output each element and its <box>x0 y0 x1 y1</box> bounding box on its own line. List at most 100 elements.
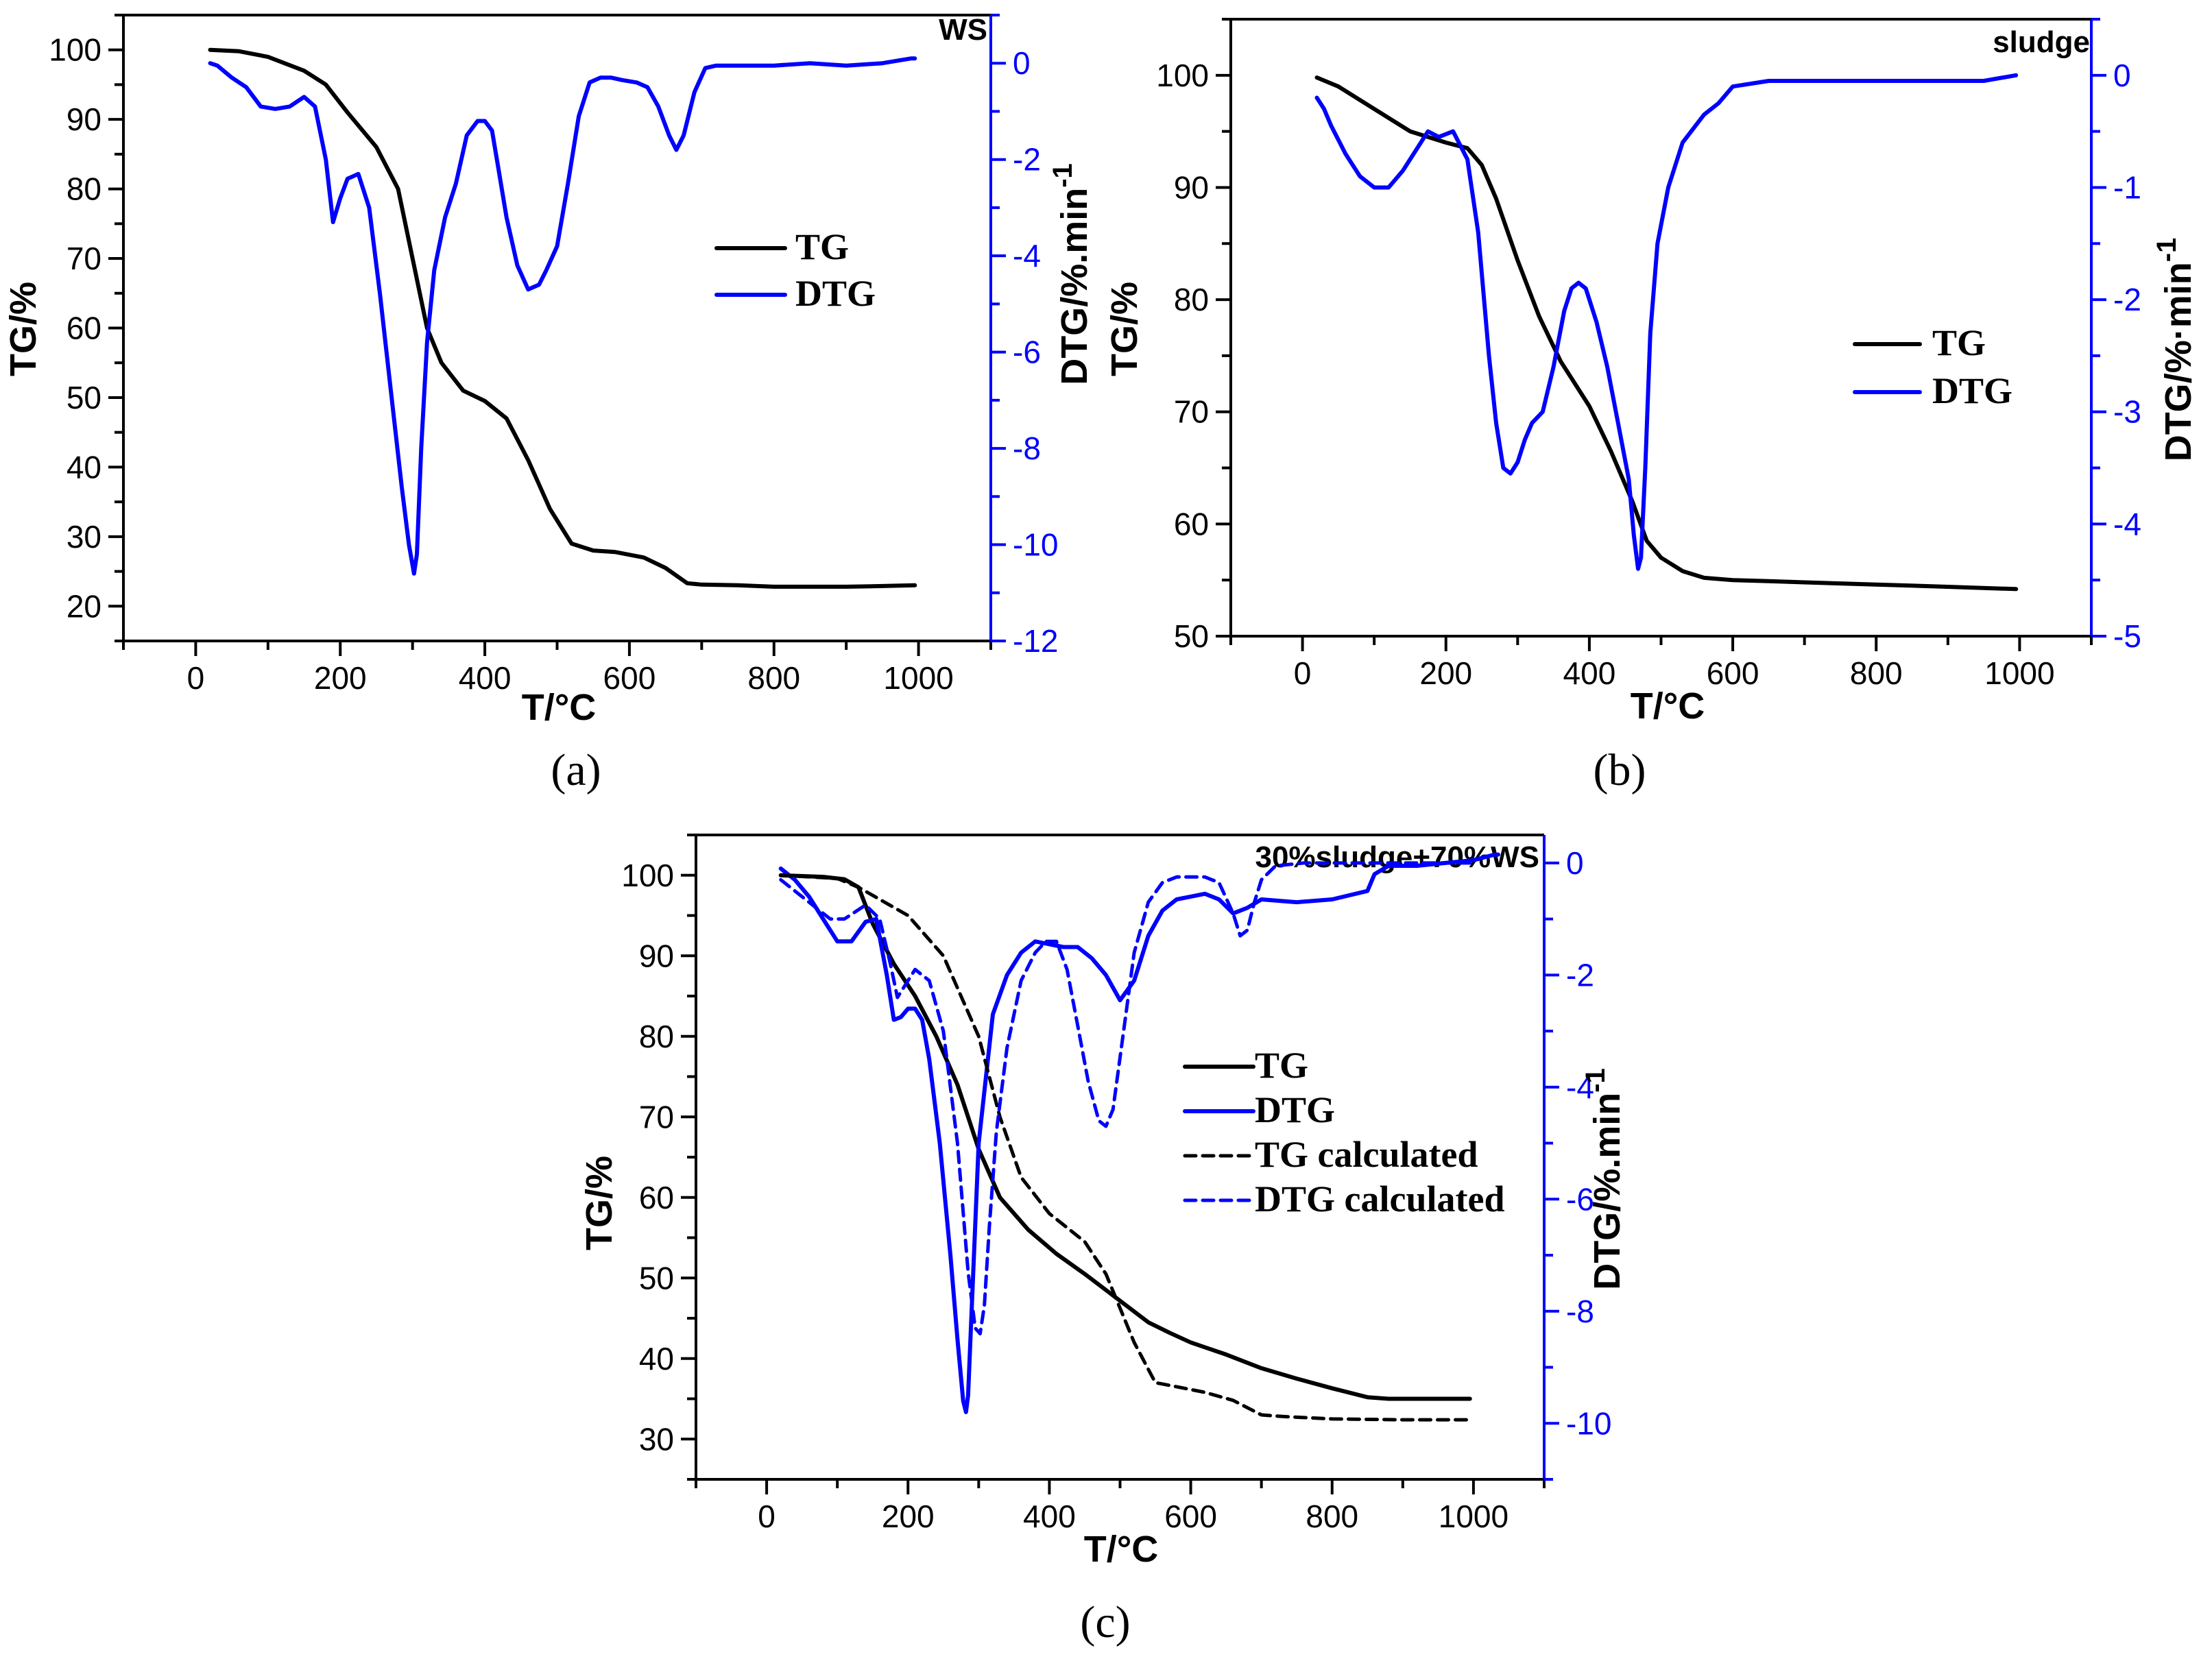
y2-tick-label: -4 <box>1013 238 1041 274</box>
sample-label: 30%sludge+70%WS <box>1255 840 1540 874</box>
legend-item-label: TG <box>1932 322 1986 363</box>
y-axis-label: TG/% <box>1104 282 1145 376</box>
x-tick-label: 1000 <box>883 660 953 696</box>
panel-label: (a) <box>551 745 601 795</box>
series-line-tg-calculated <box>779 873 1472 1422</box>
x-axis-label: T/°C <box>522 687 597 728</box>
x-tick-label: 600 <box>1164 1499 1217 1534</box>
x-tick-label: 800 <box>1850 655 1903 691</box>
y2-tick-label: 0 <box>1566 845 1584 881</box>
y-tick-label: 80 <box>1174 282 1209 317</box>
y-tick-label: 60 <box>67 311 101 346</box>
y-axis-label: TG/% <box>579 1156 620 1250</box>
x-tick-label: 800 <box>747 660 800 696</box>
y-tick-label: 30 <box>67 519 101 555</box>
y2-tick-label: -1 <box>2113 169 2141 205</box>
x-tick-label: 1000 <box>1984 655 2054 691</box>
y2-axis-label-superscript: -1 <box>1048 163 1078 188</box>
y-tick-label: 40 <box>639 1341 674 1377</box>
y2-tick-label: -6 <box>1566 1181 1594 1217</box>
chart-panel-c: 0 200 400 600 800 100030405060708090100-10-8-… <box>579 834 1628 1647</box>
x-tick-label: 400 <box>459 660 512 696</box>
y-tick-label: 100 <box>1156 58 1209 93</box>
series-line-tg <box>1314 75 2019 592</box>
y2-tick-label: -2 <box>1566 957 1594 993</box>
legend-item-label: TG <box>795 226 849 267</box>
y2-tick-label: -10 <box>1013 527 1058 563</box>
series-line-dtg-calculated <box>779 861 1476 1335</box>
legend-item-label: DTG <box>1932 370 2012 411</box>
chart-panel-a: 0 200 400 600 800 1000 20 30 40 50 60 70 80 90 100 -12 -… <box>3 13 1095 795</box>
y2-tick-label: -5 <box>2113 618 2141 654</box>
y2-tick-label: -4 <box>1566 1069 1594 1105</box>
x-tick-label: 200 <box>882 1499 935 1534</box>
y2-tick-label: -8 <box>1566 1294 1594 1329</box>
y2-tick-label: -10 <box>1566 1405 1611 1441</box>
y2-axis-label-text: DTG/%.min <box>1054 188 1095 385</box>
series-line-tg <box>208 47 917 589</box>
legend-item-label: TG calculated <box>1255 1134 1478 1175</box>
y-tick-label: 90 <box>67 101 101 137</box>
y-tick-label: 70 <box>67 241 101 276</box>
legend: TG DTG <box>714 226 876 314</box>
y2-axis-label: DTG/%.min-1 <box>1580 1068 1628 1290</box>
x-tick-label: 0 <box>1294 655 1312 691</box>
panel-label: (c) <box>1080 1597 1130 1647</box>
y2-tick-label: -2 <box>1013 142 1041 178</box>
legend-item-label: DTG calculated <box>1255 1178 1504 1220</box>
x-tick-label: 600 <box>603 660 656 696</box>
x-tick-label: 200 <box>314 660 367 696</box>
y2-tick-label: 0 <box>2113 58 2131 93</box>
y2-tick-label: -3 <box>2113 394 2141 430</box>
y2-tick-label: -2 <box>2113 282 2141 317</box>
chart-panel-b: 0 200 400 600 800 1000 50 60 70 80 90 100 -5 -4 -3 -2 -1… <box>1104 18 2199 795</box>
x-tick-label: 800 <box>1306 1499 1358 1534</box>
y2-tick-label: -6 <box>1013 335 1041 370</box>
legend-item-label: DTG <box>1255 1089 1335 1130</box>
x-tick-label: 400 <box>1023 1499 1076 1534</box>
y-tick-label: 80 <box>639 1019 674 1054</box>
sample-label: WS <box>939 13 987 47</box>
y-tick-label: 50 <box>67 380 101 415</box>
x-tick-label: 0 <box>758 1499 776 1534</box>
y-tick-label: 90 <box>639 938 674 973</box>
legend-item-label: TG <box>1255 1045 1308 1086</box>
y-tick-label: 70 <box>1174 394 1209 430</box>
y-tick-label: 60 <box>639 1180 674 1215</box>
series-line-dtg <box>1314 73 2019 571</box>
x-tick-label: 0 <box>187 660 205 696</box>
y2-axis-label-superscript: -1 <box>1580 1068 1611 1093</box>
sample-label: sludge <box>1993 25 2090 59</box>
y-axis-label: TG/% <box>3 282 44 376</box>
y2-axis-label: DTG/%·min-1 <box>2152 238 2199 462</box>
y-tick-label: 90 <box>1174 169 1209 205</box>
y2-axis-label-text: DTG/%.min <box>1587 1093 1628 1290</box>
y-tick-label: 30 <box>639 1421 674 1457</box>
y2-tick-label: -4 <box>2113 506 2141 542</box>
x-tick-label: 600 <box>1707 655 1759 691</box>
y2-axis-label: DTG/%.min-1 <box>1048 163 1095 385</box>
y2-tick-label: 0 <box>1013 45 1031 81</box>
y2-tick-label: -12 <box>1013 623 1058 659</box>
y-tick-label: 80 <box>67 171 101 207</box>
y2-tick-label: -8 <box>1013 431 1041 466</box>
y-tick-label: 100 <box>621 858 674 893</box>
x-tick-label: 1000 <box>1439 1499 1508 1534</box>
y-tick-label: 50 <box>639 1260 674 1296</box>
y2-axis-label-superscript: -1 <box>2152 238 2182 263</box>
x-axis-label: T/°C <box>1084 1529 1159 1570</box>
y-tick-label: 60 <box>1174 506 1209 542</box>
legend-item-label: DTG <box>795 273 876 314</box>
y-tick-label: 20 <box>67 588 101 624</box>
y-tick-label: 70 <box>639 1099 674 1135</box>
x-tick-label: 400 <box>1563 655 1616 691</box>
legend: TG DTG <box>1853 322 2012 411</box>
series-line-dtg <box>208 56 917 576</box>
x-axis-label: T/°C <box>1631 686 1705 727</box>
y-tick-label: 50 <box>1174 618 1209 654</box>
x-tick-label: 200 <box>1419 655 1472 691</box>
y-tick-label: 100 <box>49 32 101 68</box>
panel-label: (b) <box>1594 745 1646 795</box>
